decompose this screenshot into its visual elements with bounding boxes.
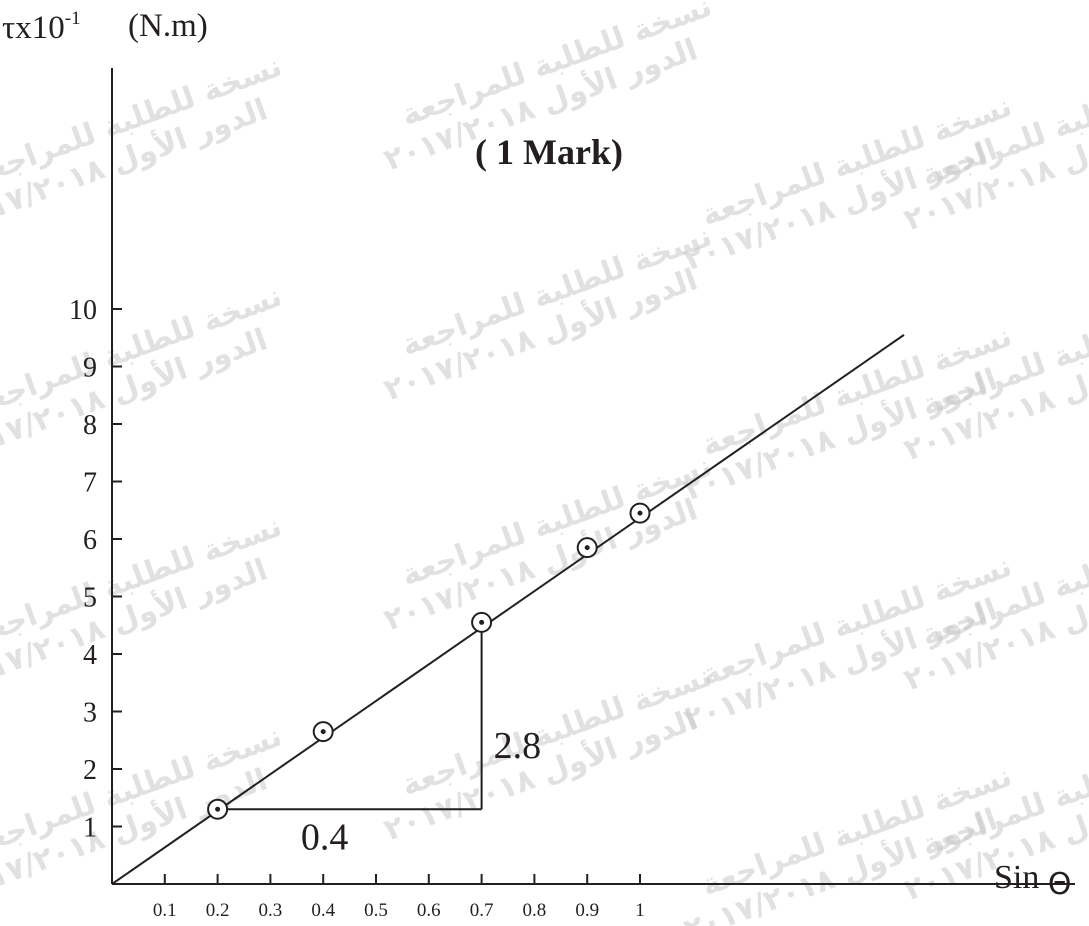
y-ticks: 1 2 3 4 5 6 7 8 9 10 [69, 295, 122, 844]
y-axis-exponent: -1 [65, 8, 81, 29]
data-point [576, 537, 598, 559]
data-point [207, 798, 229, 820]
best-fit-line [111, 334, 905, 885]
data-point [629, 502, 651, 524]
x-tick-label: 1 [635, 900, 645, 921]
x-tick-label: 0.8 [523, 900, 547, 921]
x-tick-label: 0.6 [417, 900, 441, 921]
data-point-dot [215, 806, 221, 812]
y-axis-symbol: τx10 [2, 10, 65, 46]
y-tick-label: 7 [83, 468, 97, 499]
mark-annotation: ( 1 Mark) [475, 132, 623, 172]
x-tick-label: 0.9 [575, 900, 599, 921]
y-tick-label: 1 [83, 813, 97, 844]
y-tick-label: 9 [83, 353, 97, 384]
x-axis-label: Sin Θ [994, 859, 1071, 902]
data-point-dot [479, 619, 485, 625]
y-tick-label: 4 [83, 640, 97, 671]
x-ticks: 0.1 0.2 0.3 0.4 0.5 0.6 0.7 0.8 0.9 1 [153, 874, 645, 921]
y-tick-label: 5 [83, 583, 97, 614]
x-axis-theta-symbol: Θ [1048, 867, 1072, 902]
y-axis-label: τx10-1 [2, 8, 81, 46]
x-tick-label: 0.2 [206, 900, 230, 921]
triangle-rise-label: 2.8 [494, 725, 541, 767]
x-tick-label: 0.4 [311, 900, 335, 921]
data-point-dot [584, 545, 590, 551]
y-tick-label: 3 [83, 698, 97, 729]
data-points [207, 502, 651, 820]
slope-triangle: 0.4 2.8 [217, 622, 541, 858]
x-tick-label: 0.5 [364, 900, 388, 921]
data-point [471, 611, 493, 633]
y-tick-label: 8 [83, 410, 97, 441]
x-tick-label: 0.7 [470, 900, 494, 921]
x-axis-label-text: Sin [994, 859, 1039, 896]
y-tick-label: 10 [69, 295, 97, 326]
y-tick-label: 6 [83, 525, 97, 556]
x-tick-label: 0.1 [153, 900, 177, 921]
y-axis-unit: (N.m) [128, 8, 208, 44]
x-tick-label: 0.3 [259, 900, 283, 921]
triangle-run-label: 0.4 [301, 816, 349, 858]
data-point-dot [320, 729, 326, 735]
data-point [312, 721, 334, 743]
data-point-dot [637, 510, 643, 516]
y-tick-label: 2 [83, 755, 97, 786]
